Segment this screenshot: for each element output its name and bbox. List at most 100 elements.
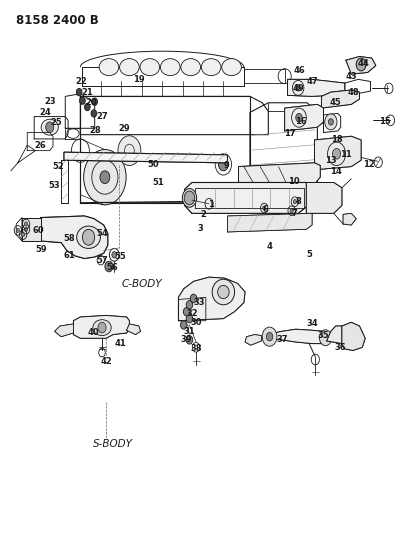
Text: 53: 53 [49, 181, 60, 190]
Circle shape [76, 88, 82, 96]
Text: 60: 60 [32, 226, 44, 235]
Polygon shape [40, 216, 108, 259]
Circle shape [295, 85, 300, 91]
Text: 11: 11 [339, 150, 351, 159]
Text: 15: 15 [378, 117, 390, 126]
Polygon shape [126, 324, 140, 335]
Circle shape [45, 122, 54, 133]
Circle shape [262, 206, 265, 210]
Circle shape [184, 191, 194, 205]
Text: 26: 26 [35, 141, 47, 150]
Polygon shape [341, 322, 364, 351]
Polygon shape [326, 326, 357, 344]
Text: 1: 1 [208, 200, 213, 209]
Text: 61: 61 [63, 252, 75, 260]
Ellipse shape [201, 59, 220, 76]
Text: 50: 50 [146, 160, 158, 169]
Text: 10: 10 [288, 177, 299, 186]
Circle shape [83, 150, 126, 205]
Circle shape [328, 119, 333, 125]
Text: 8: 8 [294, 197, 300, 206]
Circle shape [262, 327, 276, 346]
Text: 34: 34 [306, 319, 317, 328]
Text: 2: 2 [200, 210, 205, 219]
Text: 36: 36 [334, 343, 346, 352]
Text: 28: 28 [90, 126, 101, 135]
Ellipse shape [211, 279, 234, 305]
Text: 42: 42 [100, 357, 112, 366]
Text: 12: 12 [362, 160, 373, 169]
Text: 27: 27 [96, 112, 108, 121]
Text: 20: 20 [85, 98, 97, 107]
Text: 45: 45 [329, 98, 341, 107]
Text: 19: 19 [133, 75, 144, 84]
Circle shape [292, 199, 296, 204]
Text: 54: 54 [96, 229, 108, 238]
Ellipse shape [119, 59, 139, 76]
Polygon shape [321, 90, 359, 108]
Text: 32: 32 [187, 309, 198, 318]
Text: C-BODY: C-BODY [121, 279, 162, 288]
Circle shape [24, 227, 27, 231]
Text: 18: 18 [330, 135, 342, 144]
Polygon shape [184, 182, 311, 213]
Text: 48: 48 [346, 87, 358, 96]
Circle shape [16, 228, 20, 232]
Text: 30: 30 [190, 318, 201, 327]
Ellipse shape [182, 189, 196, 207]
Text: 39: 39 [180, 335, 192, 344]
Polygon shape [178, 277, 245, 321]
Text: 13: 13 [324, 156, 336, 165]
Text: S-BODY: S-BODY [93, 439, 133, 449]
Ellipse shape [99, 59, 119, 76]
Circle shape [218, 158, 228, 171]
Text: 47: 47 [306, 77, 317, 86]
Polygon shape [345, 56, 375, 74]
Polygon shape [342, 213, 355, 225]
Ellipse shape [92, 320, 111, 336]
Text: 4: 4 [266, 243, 272, 252]
Circle shape [180, 321, 187, 329]
Text: 14: 14 [329, 167, 341, 176]
Text: 16: 16 [294, 117, 306, 126]
Ellipse shape [160, 59, 180, 76]
Ellipse shape [76, 226, 100, 248]
Circle shape [112, 252, 117, 258]
Text: 3: 3 [197, 224, 202, 233]
Polygon shape [287, 79, 344, 96]
Circle shape [79, 97, 85, 104]
Text: 6: 6 [262, 205, 268, 214]
Circle shape [295, 114, 301, 122]
Text: 52: 52 [52, 162, 64, 171]
Text: 9: 9 [223, 161, 229, 170]
Text: 56: 56 [106, 263, 117, 272]
Circle shape [332, 149, 340, 159]
Circle shape [91, 110, 97, 117]
Ellipse shape [41, 119, 58, 135]
Text: 31: 31 [183, 327, 195, 336]
Polygon shape [306, 182, 341, 213]
Text: 5: 5 [306, 251, 311, 260]
Polygon shape [284, 104, 323, 131]
Text: 38: 38 [190, 344, 201, 353]
Text: 40: 40 [88, 328, 99, 337]
Circle shape [22, 232, 25, 237]
Text: 33: 33 [193, 298, 204, 307]
Polygon shape [261, 329, 330, 344]
Text: 57: 57 [96, 256, 108, 264]
Circle shape [82, 229, 94, 245]
Polygon shape [54, 324, 73, 337]
Text: 46: 46 [292, 67, 304, 75]
Ellipse shape [217, 285, 229, 298]
Circle shape [186, 336, 192, 344]
Text: 29: 29 [118, 124, 130, 133]
Circle shape [355, 58, 365, 71]
Ellipse shape [180, 59, 200, 76]
Text: 17: 17 [283, 129, 295, 138]
Polygon shape [238, 163, 319, 188]
Text: 37: 37 [275, 335, 287, 344]
Text: 7: 7 [290, 209, 296, 218]
Circle shape [186, 301, 192, 309]
Text: 23: 23 [45, 97, 56, 106]
Circle shape [186, 314, 192, 323]
